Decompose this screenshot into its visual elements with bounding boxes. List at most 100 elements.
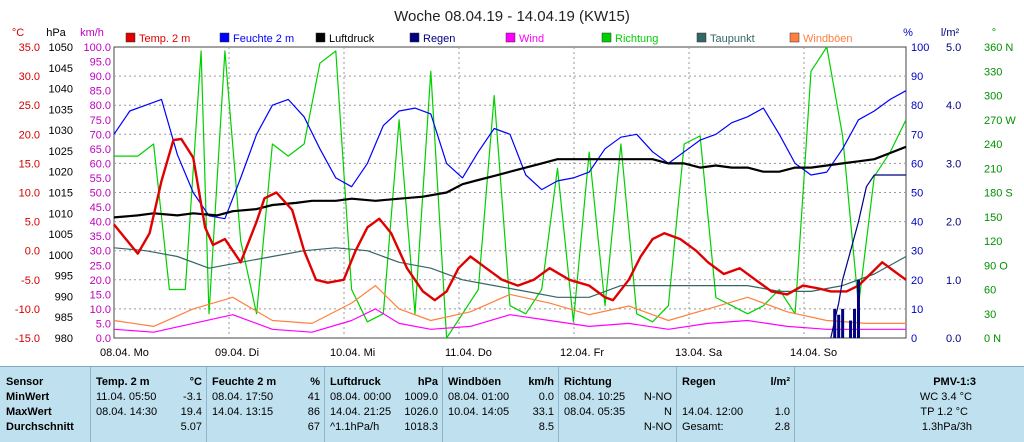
humidity-axis-tick: 70 xyxy=(911,129,923,141)
stats-col-rain: Regen l/m² 14.04. 12:00 1.0 Gesamt: 2.8 xyxy=(676,367,794,442)
pressure-axis-tick: 1040 xyxy=(49,84,73,96)
humidity-axis-tick: 50 xyxy=(911,188,923,200)
stats-temp-min-time: 11.04. 05:50 xyxy=(96,391,156,403)
statistics-panel: Sensor MinWert MaxWert Durchschnitt Temp… xyxy=(0,366,1024,442)
wind-axis-tick: 0.0 xyxy=(96,333,111,345)
wind-axis-tick: 5.0 xyxy=(96,318,111,330)
chart-title: Woche 08.04.19 - 14.04.19 (KW15) xyxy=(394,8,630,25)
stats-col-gusts: Windböen km/h 08.04. 01:00 0.0 10.04. 14:0… xyxy=(442,367,558,442)
wind-axis-tick: 15.0 xyxy=(90,289,111,301)
wind-axis-tick: 55.0 xyxy=(90,173,111,185)
stats-press-min-value: 1009.0 xyxy=(404,390,438,405)
direction-axis-tick: 270 W xyxy=(984,115,1016,127)
rain-axis-tick: 4.0 xyxy=(946,100,961,112)
rain-axis-tick: 5.0 xyxy=(946,42,961,54)
temp-axis-tick: 25.0 xyxy=(19,100,40,112)
legend-label: Temp. 2 m xyxy=(139,33,190,45)
x-tick-label: 14.04. So xyxy=(790,347,837,359)
pressure-axis-tick: 1050 xyxy=(49,42,73,54)
stats-press-trend: ^1.1hPa/h xyxy=(330,421,379,433)
stats-rain-total-value: 2.8 xyxy=(775,420,790,435)
stats-gust-min-time: 08.04. 01:00 xyxy=(448,391,509,403)
stats-header-temp: Temp. 2 m xyxy=(96,376,150,388)
stats-dir-max-value: N xyxy=(664,405,672,420)
stats-dir-avg-value: N-NO xyxy=(644,420,672,435)
stats-unit-gusts: km/h xyxy=(528,375,554,390)
stats-pmv-pressure-trend: 1.3hPa/3h xyxy=(800,420,972,435)
direction-axis-tick: 210 xyxy=(984,163,1002,175)
rain-bar xyxy=(857,280,860,338)
stats-temp-max-time: 08.04. 14:30 xyxy=(96,406,157,418)
pressure-axis-unit: hPa xyxy=(46,27,66,39)
x-axis-labels: 08.04. Mo 09.04. Di 10.04. Mi 11.04. Do 12.0… xyxy=(100,347,837,359)
wind-axis-tick: 95.0 xyxy=(90,57,111,69)
legend-label: Luftdruck xyxy=(329,33,375,45)
stats-press-avg-value: 1018.3 xyxy=(404,420,438,435)
pressure-axis-tick: 1045 xyxy=(49,63,73,75)
direction-axis-tick: 120 xyxy=(984,236,1002,248)
pressure-axis-tick: 1020 xyxy=(49,167,73,179)
temp-axis-tick: -15.0 xyxy=(15,333,40,345)
legend-label: Regen xyxy=(423,33,455,45)
wind-axis-tick: 80.0 xyxy=(90,100,111,112)
wind-axis-tick: 45.0 xyxy=(90,202,111,214)
legend-swatch xyxy=(697,33,706,42)
wind-axis-tick: 10.0 xyxy=(90,304,111,316)
humidity-axis-tick: 40 xyxy=(911,217,923,229)
stats-gust-avg-value: 8.5 xyxy=(539,420,554,435)
temp-axis-tick: 15.0 xyxy=(19,158,40,170)
direction-axis-tick: 60 xyxy=(984,285,996,297)
direction-axis-tick: 330 xyxy=(984,66,1002,78)
temp-axis-tick: 5.0 xyxy=(25,217,40,229)
wind-axis-tick: 25.0 xyxy=(90,260,111,272)
humidity-axis-tick: 60 xyxy=(911,158,923,170)
stats-dir-max-time: 08.04. 05:35 xyxy=(564,406,625,418)
direction-axis-tick: 180 S xyxy=(984,188,1013,200)
pressure-axis-tick: 1005 xyxy=(49,229,73,241)
stats-press-min-time: 08.04. 00:00 xyxy=(330,391,391,403)
stats-hum-min-value: 41 xyxy=(308,390,320,405)
direction-axis-unit: ° xyxy=(992,27,996,39)
stats-gust-max-time: 10.04. 14:05 xyxy=(448,406,509,418)
stats-header-direction: Richtung xyxy=(564,376,612,388)
wind-axis-tick: 40.0 xyxy=(90,217,111,229)
rain-axis-unit: l/m² xyxy=(941,27,960,39)
legend-label: Wind xyxy=(519,33,544,45)
x-tick-label: 11.04. Do xyxy=(445,347,492,359)
direction-axis-tick: 150 xyxy=(984,212,1002,224)
stats-press-max-time: 14.04. 21:25 xyxy=(330,406,391,418)
humidity-axis-unit: % xyxy=(903,27,913,39)
stats-unit-humidity: % xyxy=(310,375,320,390)
stats-col-pressure: Luftdruck hPa 08.04. 00:00 1009.0 14.04. 2… xyxy=(324,367,442,442)
legend-label: Richtung xyxy=(615,33,658,45)
legend-label: Feuchte 2 m xyxy=(233,33,294,45)
x-tick-label: 08.04. Mo xyxy=(100,347,149,359)
pressure-axis-tick: 990 xyxy=(55,291,73,303)
legend-swatch xyxy=(602,33,611,42)
pressure-axis-tick: 1030 xyxy=(49,125,73,137)
wind-axis-tick: 50.0 xyxy=(90,188,111,200)
temp-axis-tick: -5.0 xyxy=(21,275,40,287)
wind-axis-tick: 100.0 xyxy=(83,42,111,54)
rain-axis-tick: 1.0 xyxy=(946,275,961,287)
temp-axis-tick: 0.0 xyxy=(25,246,40,258)
stats-header-rain: Regen xyxy=(682,376,716,388)
rain-bar xyxy=(833,309,836,338)
stats-header-pressure: Luftdruck xyxy=(330,376,381,388)
legend-swatch xyxy=(316,33,325,42)
stats-dir-min-value: N-NO xyxy=(644,390,672,405)
stats-press-max-value: 1026.0 xyxy=(404,405,438,420)
stats-hum-max-value: 86 xyxy=(308,405,320,420)
rain-axis-tick: 0.0 xyxy=(946,333,961,345)
temp-axis-tick: 30.0 xyxy=(19,71,40,83)
temp-axis-tick: -10.0 xyxy=(15,304,40,316)
humidity-axis-tick: 10 xyxy=(911,304,923,316)
legend-label: Taupunkt xyxy=(710,33,755,45)
direction-axis-tick: 240 xyxy=(984,139,1002,151)
stats-header-pmv: PMV-1:3 xyxy=(800,375,976,390)
stats-label-max: MaxWert xyxy=(6,405,86,420)
stats-unit-rain: l/m² xyxy=(770,375,790,390)
pressure-axis-tick: 1025 xyxy=(49,146,73,158)
stats-col-pmv: PMV-1:3 WC 3.4 °C TP 1.2 °C 1.3hPa/3h xyxy=(794,367,1024,442)
direction-axis-tick: 0 N xyxy=(984,333,1001,345)
